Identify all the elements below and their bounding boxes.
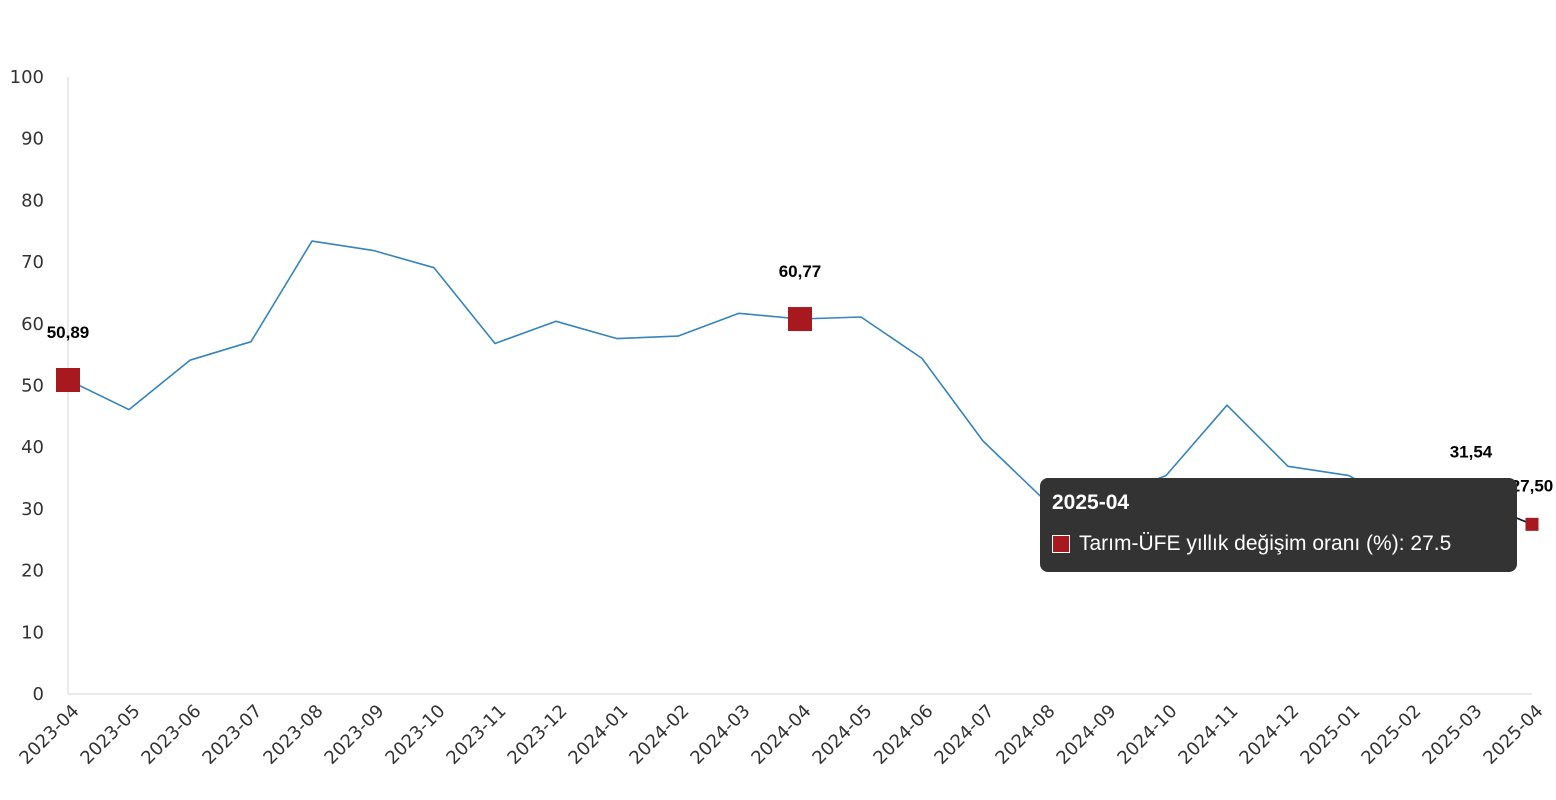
y-tick-label: 40: [21, 437, 44, 458]
data-point-marker[interactable]: [56, 368, 80, 393]
data-point-marker[interactable]: [1525, 517, 1539, 531]
x-tick-label: 2023-12: [503, 701, 571, 769]
data-label: 50,89: [47, 323, 90, 342]
x-tick-label: 2024-12: [1235, 701, 1303, 769]
data-label: 27,50: [1511, 476, 1554, 495]
x-tick-label: 2025-03: [1418, 701, 1486, 769]
y-tick-label: 0: [33, 684, 44, 705]
x-tick-label: 2024-10: [1113, 701, 1181, 769]
x-tick-label: 2024-08: [991, 701, 1059, 769]
y-tick-label: 80: [21, 190, 44, 211]
y-tick-label: 30: [21, 499, 44, 520]
x-tick-labels: 2023-042023-052023-062023-072023-082023-…: [15, 701, 1547, 769]
x-tick-label: 2023-11: [442, 701, 510, 769]
x-tick-label: 2024-03: [686, 701, 754, 769]
x-tick-label: 2024-06: [869, 701, 937, 769]
y-tick-labels: 0 10 20 30 40 50 60 70 80 90 100: [10, 67, 44, 705]
x-tick-label: 2023-08: [259, 701, 327, 769]
x-tick-label: 2023-05: [76, 701, 144, 769]
y-tick-label: 100: [10, 67, 44, 88]
tooltip-title: 2025-04: [1052, 491, 1130, 514]
tooltip-text: Tarım-ÜFE yıllık değişim oranı (%): 27.5: [1079, 532, 1452, 555]
x-tick-label: 2024-07: [930, 701, 998, 769]
x-tick-label: 2024-04: [747, 701, 815, 769]
x-tick-label: 2024-01: [564, 701, 632, 769]
x-tick-label: 2023-06: [137, 701, 205, 769]
x-tick-label: 2023-09: [320, 701, 388, 769]
data-label: 31,54: [1450, 442, 1493, 461]
tooltip-series-swatch: [1052, 535, 1070, 553]
y-tick-label: 60: [21, 314, 44, 335]
y-tick-label: 70: [21, 252, 44, 273]
data-label: 60,77: [779, 262, 822, 281]
x-tick-label: 2025-01: [1296, 701, 1364, 769]
tooltip-row: Tarım-ÜFE yıllık değişim oranı (%): 27.5: [1052, 532, 1505, 556]
x-tick-label: 2024-09: [1052, 701, 1120, 769]
x-tick-label: 2024-05: [808, 701, 876, 769]
chart-tooltip: 2025-04 Tarım-ÜFE yıllık değişim oranı (…: [1040, 478, 1517, 572]
x-tick-label: 2024-11: [1174, 701, 1242, 769]
y-tick-label: 10: [21, 622, 44, 643]
y-tick-label: 50: [21, 376, 44, 397]
x-tick-label: 2023-04: [15, 701, 83, 769]
x-tick-label: 2024-02: [625, 701, 693, 769]
axes: [67, 77, 1532, 695]
y-tick-label: 20: [21, 561, 44, 582]
x-tick-label: 2025-04: [1479, 701, 1547, 769]
data-point-marker[interactable]: [788, 307, 812, 332]
x-tick-label: 2023-10: [381, 701, 449, 769]
x-tick-label: 2025-02: [1357, 701, 1425, 769]
data-labels-layer: 50,89 60,77 31,54 27,50: [47, 262, 1554, 495]
x-tick-label: 2023-07: [198, 701, 266, 769]
y-tick-label: 90: [21, 129, 44, 150]
